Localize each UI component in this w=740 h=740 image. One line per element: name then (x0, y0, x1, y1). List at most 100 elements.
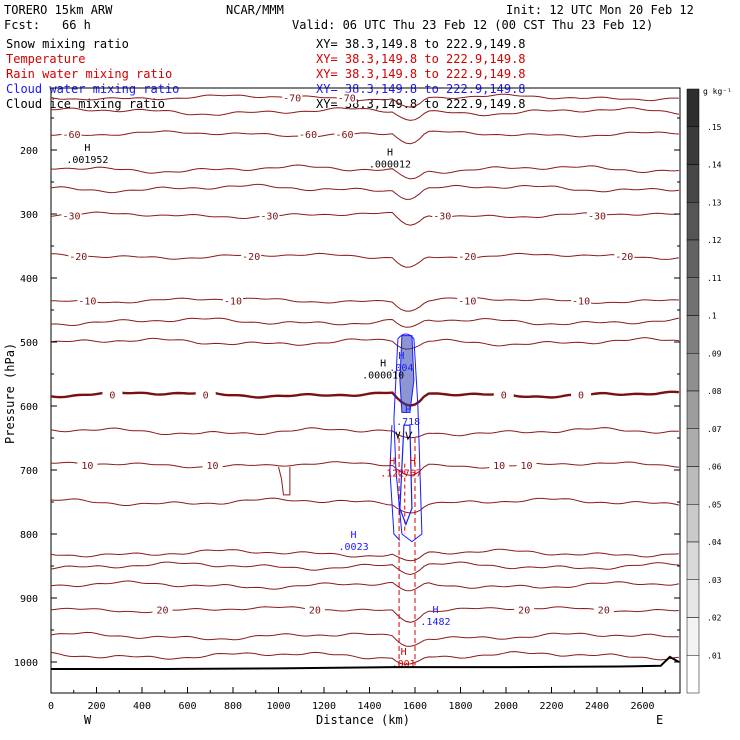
isotherm-label-bg (336, 92, 357, 104)
maxima-labels: H.001952H.000012H.000010H.004H.718H.122H… (66, 143, 450, 670)
isotherm-label: 0 (501, 390, 507, 401)
colorbar-swatch (686, 504, 700, 543)
header-org: NCAR/MMM (226, 3, 284, 17)
isotherm-label: 20 (156, 606, 168, 617)
colorbar-label: .04 (707, 538, 722, 547)
colorbar-label: .14 (707, 161, 722, 170)
maximum-marker: H (351, 530, 357, 541)
legend: Snow mixing ratio XY= 38.3,149.8 to 222.9… (6, 37, 526, 111)
isotherm-line (50, 651, 679, 665)
isotherm-line (50, 211, 679, 226)
isotherm-label-bg (514, 604, 535, 616)
header-fcst-label: Fcst: (4, 18, 40, 32)
legend-item-name: Temperature (6, 52, 85, 66)
colorbar-swatch (686, 541, 700, 580)
x-tick-label: 800 (224, 701, 242, 712)
colorbar-swatch (686, 617, 700, 656)
isotherm-label: 20 (598, 606, 610, 617)
maximum-marker: H (401, 647, 407, 658)
maximum-value: .001 (392, 659, 416, 670)
x-tick-label: 2600 (630, 701, 654, 712)
colorbar-swatch (686, 202, 700, 241)
x-tick-label: 2000 (494, 701, 518, 712)
colorbar-label: .05 (707, 500, 722, 509)
y-tick-label: 600 (20, 402, 38, 413)
x-axis-east-label: E (656, 713, 663, 727)
isotherm-label-bg (282, 92, 303, 104)
colorbar-label: .12 (707, 236, 722, 245)
isotherm-label-bg (77, 459, 98, 471)
colorbar-swatch (686, 126, 700, 165)
isotherm-label: -10 (572, 296, 590, 307)
colorbar-label: .15 (707, 123, 722, 132)
maximum-marker: H (387, 147, 393, 158)
isotherm-label-bg (223, 295, 243, 307)
maximum-value: .000010 (362, 370, 404, 381)
legend-item-name: Cloud water mixing ratio (6, 82, 179, 96)
isotherm-label-bg (195, 389, 216, 401)
maximum-value: .004 (389, 363, 413, 374)
colorbar-label: .06 (707, 463, 722, 472)
isotherm-line (50, 317, 680, 328)
colorbar-swatch (686, 353, 700, 392)
isotherm-label: -60 (62, 130, 80, 141)
y-tick-label: 900 (20, 594, 38, 605)
maximum-marker: H (432, 605, 438, 616)
colorbar-label: .09 (707, 349, 722, 358)
isotherm-label: 10 (520, 461, 532, 472)
colorbar-swatch (686, 428, 700, 467)
maximum-value: .0023 (339, 542, 369, 553)
y-tick-label: 800 (20, 530, 38, 541)
plot-frame (50, 87, 681, 694)
isotherm-label-bg (202, 459, 223, 471)
isotherm-label: -10 (224, 296, 242, 307)
isotherm-label: 20 (518, 606, 530, 617)
legend-item-name: Rain water mixing ratio (6, 67, 172, 81)
legend-item-xy: XY= 38.3,149.8 to 222.9,149.8 (316, 52, 526, 66)
isotherm-line (50, 606, 679, 623)
isotherm-label: -30 (260, 211, 278, 222)
legend-item-xy: XY= 38.3,149.8 to 222.9,149.8 (316, 97, 526, 111)
colorbar-label: .01 (707, 651, 722, 660)
cloud-ice-contour (395, 431, 413, 441)
maximum-value: 767 (404, 468, 422, 479)
isotherm-label-bg (304, 604, 325, 616)
isotherm-label-bg (298, 129, 319, 140)
colorbar-label: .02 (707, 614, 722, 623)
colorbar: g kg⁻¹ .15 .14 .13 .12 .11 .1 .09 .08 .07 .06 .05.… (686, 87, 732, 694)
hydrometeor-contours (389, 333, 423, 666)
isotherm-line (51, 252, 679, 268)
isotherm-line (50, 107, 679, 121)
isotherm-label: -10 (458, 296, 476, 307)
maximum-value: .1482 (420, 617, 450, 628)
maximum-value: .718 (396, 417, 420, 428)
legend-item-xy: XY= 38.3,149.8 to 222.9,149.8 (316, 67, 526, 81)
isotherm-label: -60 (335, 130, 353, 141)
maximum-value: .000012 (369, 159, 411, 170)
isotherm-line (50, 427, 679, 439)
x-tick-label: 600 (178, 701, 196, 712)
x-tick-label: 400 (133, 701, 151, 712)
isotherm-label: -20 (242, 252, 260, 263)
isotherm-line (50, 183, 679, 200)
isotherm-label-bg (457, 251, 478, 263)
isotherm-line (50, 337, 679, 350)
isotherm-label-bg (571, 295, 592, 307)
y-tick-label: 1000 (14, 658, 38, 669)
isotherm-label-bg (493, 389, 514, 401)
isotherm-label: 0 (109, 390, 115, 401)
colorbar-swatch (686, 390, 700, 429)
isotherm-label: -70 (338, 94, 356, 105)
isotherm-label: -20 (458, 252, 476, 263)
isotherm-label-bg (259, 210, 280, 222)
isotherm-line (50, 631, 679, 647)
y-tick-label: 500 (20, 338, 38, 349)
y-tick-label: 300 (20, 210, 38, 221)
colorbar-label: .03 (707, 576, 722, 585)
colorbar-swatch (686, 315, 700, 354)
maximum-marker: H (398, 351, 404, 362)
maximum-marker: H (410, 456, 416, 467)
isotherm-line (50, 548, 679, 562)
legend-item-xy: XY= 38.3,149.8 to 222.9,149.8 (316, 37, 526, 51)
